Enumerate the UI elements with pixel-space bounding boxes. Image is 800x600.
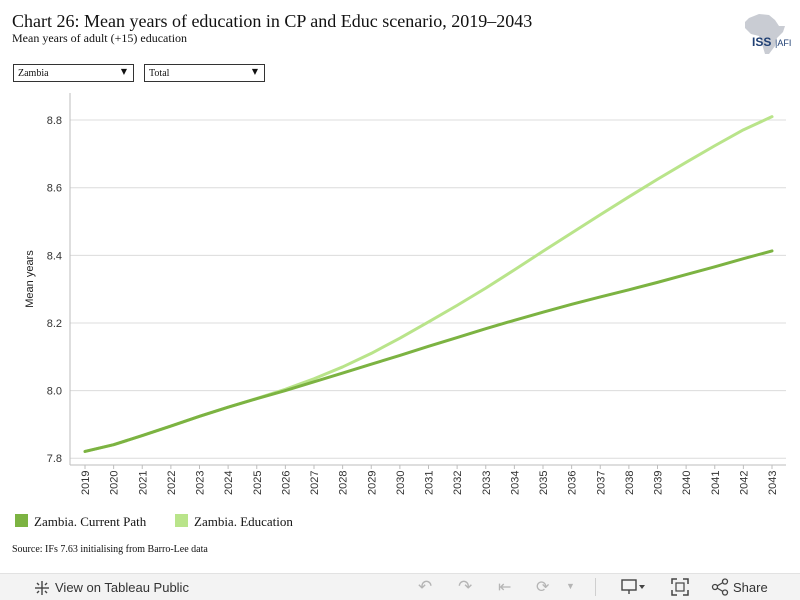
y-tick-label: 7.8 <box>47 453 62 465</box>
x-tick-label: 2035 <box>538 471 550 495</box>
toolbar-divider <box>595 578 596 596</box>
refresh-icon[interactable]: ⟳ <box>536 579 550 596</box>
legend-label-current-path: Zambia. Current Path <box>34 514 147 529</box>
x-tick-label: 2043 <box>767 471 779 495</box>
chart-subtitle: Mean years of adult (+15) education <box>12 31 188 45</box>
x-tick-label: 2024 <box>223 471 235 495</box>
x-tick-label: 2020 <box>109 471 121 495</box>
svg-text:|AFI: |AFI <box>775 38 791 48</box>
x-tick-label: 2040 <box>681 471 693 495</box>
x-tick-label: 2022 <box>166 471 178 495</box>
country-select-value: Zambia <box>18 68 49 79</box>
x-tick-label: 2031 <box>424 471 436 495</box>
x-tick-label: 2027 <box>309 471 321 495</box>
y-axis-title: Mean years <box>24 250 36 308</box>
y-tick-label: 8.6 <box>47 183 62 195</box>
legend-swatch-education <box>175 514 188 527</box>
x-tick-label: 2032 <box>452 471 464 495</box>
x-tick-label: 2019 <box>80 471 92 495</box>
share-icon[interactable] <box>711 578 729 599</box>
view-on-tableau-link[interactable]: View on Tableau Public <box>55 580 189 595</box>
y-tick-label: 8.8 <box>47 115 62 127</box>
legend-swatch-current-path <box>15 514 28 527</box>
revert-icon[interactable]: ⇤ <box>498 579 512 596</box>
iss-africa-logo: ISS |AFI <box>737 12 797 56</box>
series-line-zambia-education <box>83 115 774 453</box>
download-icon[interactable] <box>621 578 647 599</box>
x-tick-label: 2038 <box>624 471 636 495</box>
x-tick-label: 2037 <box>595 471 607 495</box>
x-tick-label: 2023 <box>195 471 207 495</box>
line-chart: 7.8 8.0 8.2 8.4 8.6 8.8 2019 2020 2021 2022 2023 20… <box>24 93 786 495</box>
series-line-zambia-current-path <box>83 249 774 453</box>
x-tick-label: 2033 <box>481 471 493 495</box>
group-select[interactable]: Total ▼ <box>144 64 265 82</box>
y-tick-label: 8.4 <box>47 250 62 262</box>
y-tick-label: 8.2 <box>47 318 62 330</box>
x-tick-label: 2042 <box>738 471 750 495</box>
x-tick-label: 2025 <box>252 471 264 495</box>
x-tick-label: 2039 <box>653 471 665 495</box>
x-tick-label: 2029 <box>366 471 378 495</box>
refresh-dropdown-icon[interactable]: ▼ <box>566 581 575 591</box>
africa-logo-icon: ISS |AFI <box>745 14 791 54</box>
tableau-toolbar: View on Tableau Public ↶ ↷ ⇤ ⟳ ▼ Share <box>0 573 800 600</box>
source-note: Source: IFs 7.63 initialising from Barro… <box>12 544 208 555</box>
legend-label-education: Zambia. Education <box>194 514 293 529</box>
x-tick-label: 2036 <box>567 471 579 495</box>
share-button[interactable]: Share <box>733 580 768 595</box>
fullscreen-icon[interactable] <box>671 578 689 599</box>
undo-icon[interactable]: ↶ <box>418 577 433 596</box>
y-tick-label: 8.0 <box>47 386 62 398</box>
country-select[interactable]: Zambia ▼ <box>13 64 134 82</box>
x-tick-label: 2030 <box>395 471 407 495</box>
x-tick-label: 2026 <box>280 471 292 495</box>
group-select-value: Total <box>149 68 170 79</box>
tableau-icon[interactable] <box>34 580 50 599</box>
redo-icon[interactable]: ↷ <box>458 577 473 596</box>
x-tick-label: 2028 <box>338 471 350 495</box>
x-tick-label: 2021 <box>137 471 149 495</box>
chevron-down-icon: ▼ <box>251 67 258 76</box>
x-tick-label: 2041 <box>710 471 722 495</box>
svg-text:ISS: ISS <box>752 35 771 49</box>
x-tick-label: 2034 <box>509 471 521 495</box>
chart-title: Chart 26: Mean years of education in CP … <box>12 11 533 31</box>
chevron-down-icon: ▼ <box>120 67 127 76</box>
